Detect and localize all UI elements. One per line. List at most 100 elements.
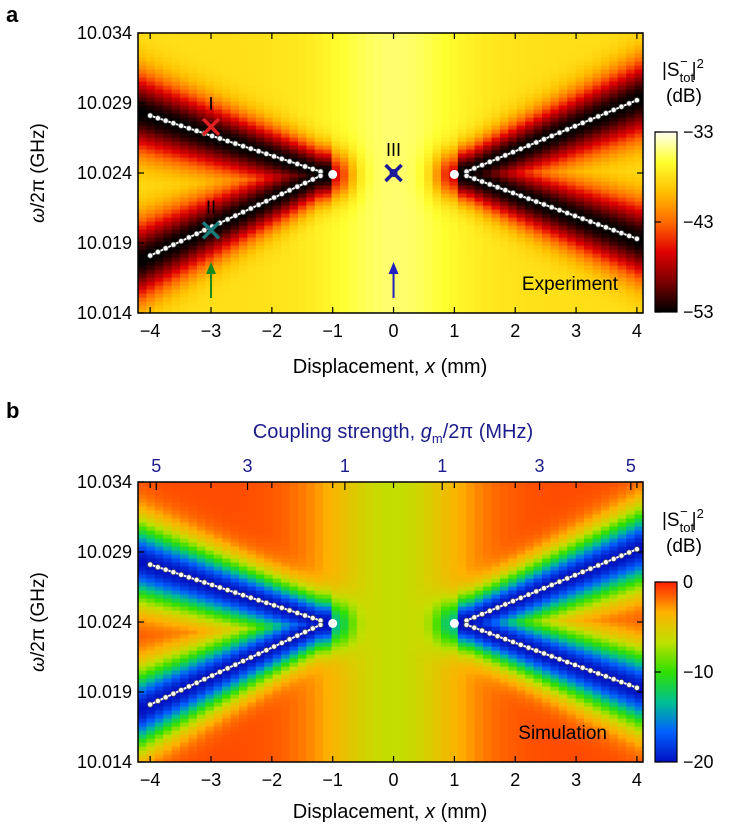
heatmap-cell [474,137,484,142]
heatmap-cell [533,253,543,258]
heatmap-cell [474,213,484,218]
heatmap-cell [449,285,459,290]
heatmap-cell [483,189,493,194]
heatmap-cell [340,33,350,38]
heatmap-cell [188,65,198,70]
heatmap-cell [205,534,215,539]
heatmap-cell [508,197,518,202]
heatmap-cell [457,69,467,74]
heatmap-cell [424,285,434,290]
heatmap-cell [390,281,400,286]
heatmap-cell [533,293,543,298]
heatmap-cell [424,289,434,294]
heatmap-cell [483,305,493,310]
heatmap-cell [340,273,350,278]
heatmap-cell [247,89,257,94]
heatmap-cell [508,185,518,190]
heatmap-cell [432,229,442,234]
heatmap-cell [138,622,148,627]
heatmap-cell [340,289,350,294]
heatmap-cell [213,261,223,266]
heatmap-cell [373,225,383,230]
heatmap-cell [247,33,257,38]
heatmap-cell [634,229,643,234]
heatmap-cell [222,69,232,74]
heatmap-cell [340,57,350,62]
heatmap-cell [163,81,173,86]
heatmap-cell [289,233,299,238]
heatmap-cell [390,93,400,98]
heatmap-cell [272,125,282,130]
heatmap-cell [247,129,257,134]
heatmap-cell [138,666,148,671]
heatmap-cell [297,77,307,82]
heatmap-cell [365,229,375,234]
heatmap-cell [550,281,560,286]
heatmap-cell [171,594,181,599]
heatmap-cell [592,309,602,313]
heatmap-cell [306,265,316,270]
heatmap-cell [171,526,181,531]
heatmap-cell [415,97,425,102]
heatmap-cell [466,133,476,138]
heatmap-cell [289,169,299,174]
heatmap-cell [407,301,417,306]
heatmap-cell [340,137,350,142]
heatmap-cell [348,45,358,50]
heatmap-cell [180,293,190,298]
heatmap-cell [617,33,627,38]
trace-point [548,204,555,211]
heatmap-cell [558,277,568,282]
heatmap-cell [146,41,156,46]
heatmap-cell [575,149,585,154]
heatmap-cell [508,257,518,262]
heatmap-cell [188,33,198,38]
heatmap-cell [331,53,341,58]
heatmap-cell [441,305,451,310]
heatmap-cell [533,125,543,130]
heatmap-cell [196,758,206,762]
heatmap-cell [542,125,552,130]
heatmap-cell [213,157,223,162]
heatmap-cell [196,177,206,182]
heatmap-cell [289,305,299,310]
heatmap-cell [432,245,442,250]
heatmap-cell [222,153,232,158]
heatmap-cell [407,245,417,250]
heatmap-cell [457,125,467,130]
heatmap-cell [567,173,577,178]
heatmap-cell [390,297,400,302]
heatmap-cell [525,117,535,122]
heatmap-cell [188,650,198,655]
heatmap-cell [575,257,585,262]
heatmap-cell [171,634,181,639]
heatmap-cell [575,305,585,310]
heatmap-cell [407,185,417,190]
heatmap-cell [398,33,408,38]
heatmap-cell [365,85,375,90]
heatmap-cell [558,121,568,126]
heatmap-cell [180,109,190,114]
heatmap-cell [575,213,585,218]
heatmap-cell [247,189,257,194]
heatmap-cell [289,73,299,78]
heatmap-cell [558,69,568,74]
heatmap-cell [491,81,501,86]
heatmap-cell [348,61,358,66]
heatmap-cell [222,41,232,46]
heatmap-cell [609,113,619,118]
heatmap-cell [365,237,375,242]
heatmap-cell [180,710,190,715]
heatmap-cell [592,145,602,150]
heatmap-cell [180,149,190,154]
heatmap-cell [558,137,568,142]
heatmap-cell [154,233,164,238]
heatmap-cell [499,69,509,74]
heatmap-cell [171,582,181,587]
trace-point [502,152,509,159]
heatmap-cell [331,237,341,242]
heatmap-cell [533,189,543,194]
heatmap-cell [323,285,333,290]
heatmap-cell [365,109,375,114]
heatmap-cell [146,177,156,182]
